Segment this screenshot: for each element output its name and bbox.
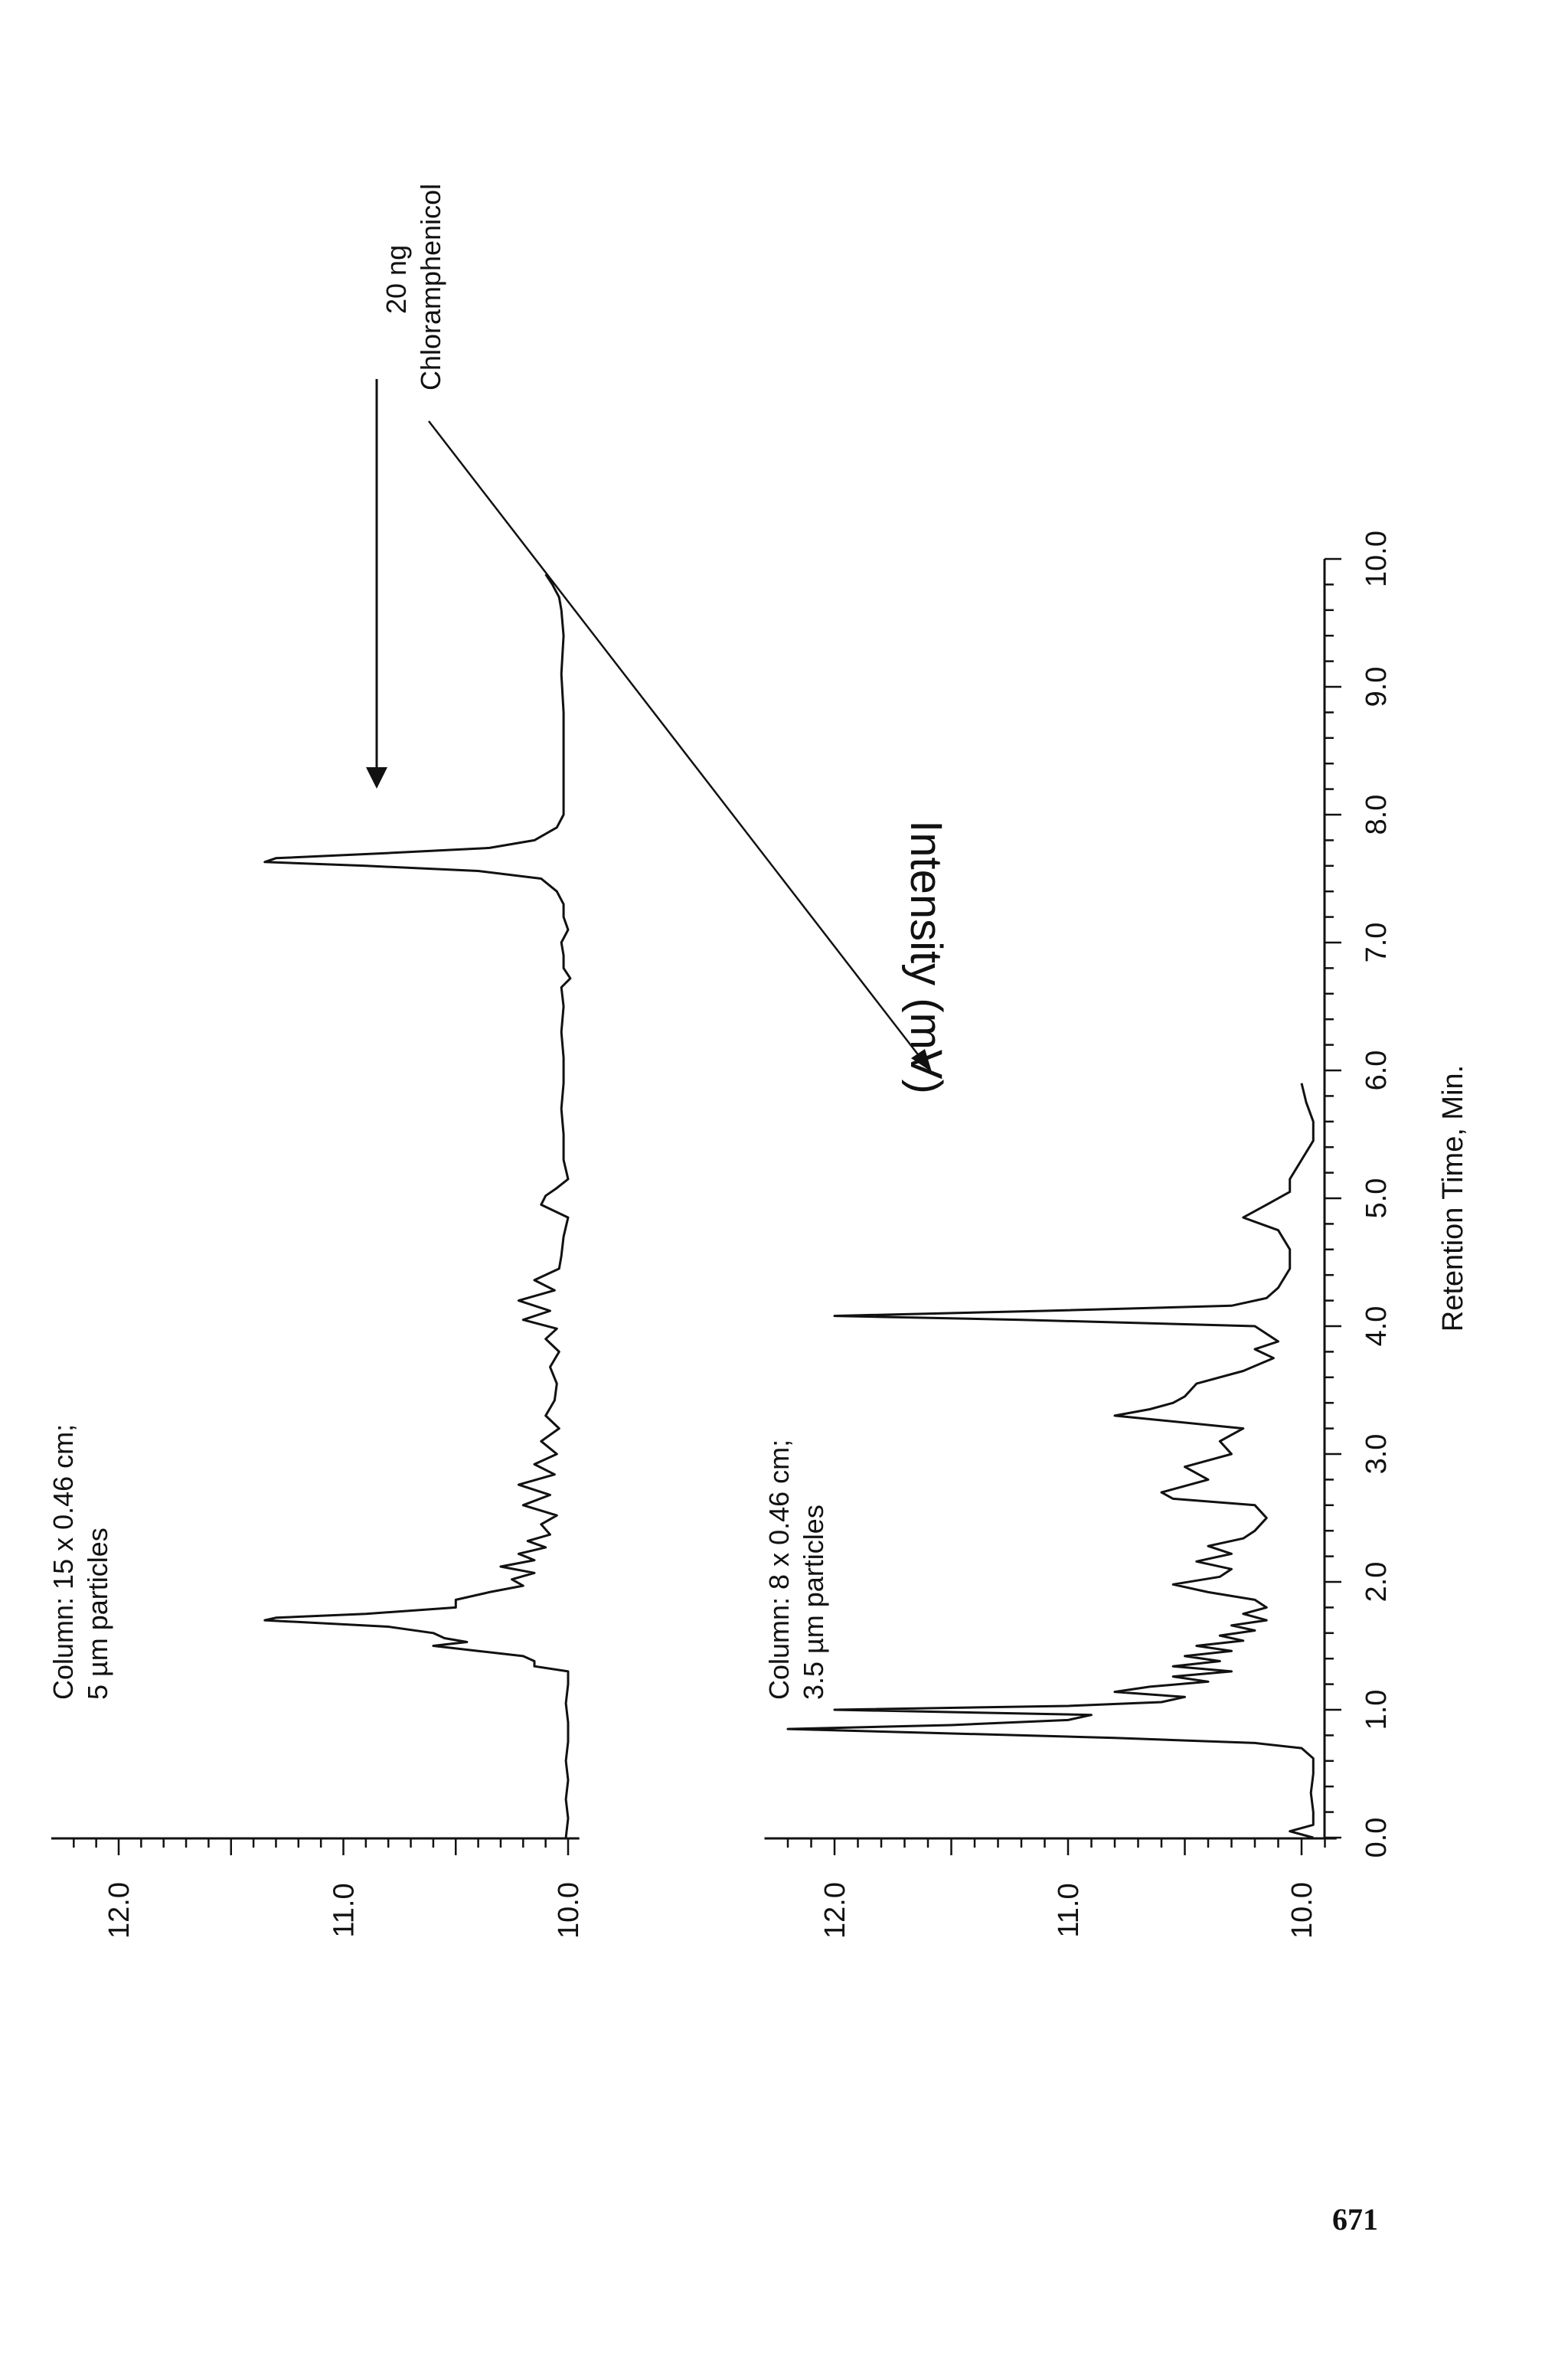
lower-panel-label-line-2: 3.5 µm particles: [798, 1505, 829, 1700]
lower-panel-label-line-1: Column: 8 x 0.46 cm;: [763, 1439, 795, 1700]
text-layer: Retention Time, Min. Intensity (mV) Colu…: [47, 184, 1469, 1700]
annotation-amount: 20 ng: [381, 245, 412, 314]
axes-layer: 10.0 11.0 12.0 10.0 11.0 12.0 0.0 1.0 2.0 3.0 4.0 5…: [51, 379, 1393, 1939]
x-tick-label: 6.0: [1361, 1051, 1393, 1091]
x-tick-label: 4.0: [1361, 1306, 1393, 1347]
y-tick-label-panel-2: 10.0: [1286, 1882, 1318, 1939]
x-tick-label: 2.0: [1361, 1562, 1393, 1603]
x-tick-label: 0.0: [1361, 1818, 1393, 1858]
x-tick-label: 7.0: [1361, 923, 1393, 963]
y-tick-label-panel-1: 12.0: [103, 1882, 136, 1939]
x-axis-label: Retention Time, Min.: [1437, 1065, 1469, 1332]
trace-layer: [263, 573, 1315, 1839]
annotation-arrowhead-lower: [911, 1049, 932, 1072]
page-number: 671: [1332, 2202, 1378, 2237]
annotation-arrow-lower: [428, 420, 923, 1061]
x-tick-label: 3.0: [1361, 1434, 1393, 1475]
annotation-arrowhead-upper: [366, 767, 387, 789]
rotated-figure: 10.0 11.0 12.0 10.0 11.0 12.0 0.0 1.0 2.0 3.0 4.0 5…: [47, 184, 1469, 1939]
annotation-compound: Chloramphenicol: [415, 184, 446, 390]
upper-panel-label-line-2: 5 µm particles: [82, 1528, 113, 1700]
y-axis-label: Intensity (mV): [901, 820, 951, 1094]
x-tick-label: 5.0: [1361, 1178, 1393, 1219]
x-tick-label: 8.0: [1361, 795, 1393, 835]
y-tick-label-panel-1: 11.0: [328, 1883, 361, 1937]
x-tick-label: 10.0: [1361, 531, 1393, 587]
y-tick-label-panel-1: 10.0: [553, 1882, 585, 1939]
x-tick-label: 1.0: [1361, 1690, 1393, 1730]
chromatogram-trace-panel-1: [263, 573, 572, 1838]
y-tick-label-panel-2: 12.0: [819, 1882, 851, 1939]
chromatogram-trace-panel-2: [786, 1083, 1315, 1839]
x-tick-label: 9.0: [1361, 667, 1393, 707]
upper-panel-label-line-1: Column: 15 x 0.46 cm;: [47, 1424, 79, 1700]
y-tick-label-panel-2: 11.0: [1053, 1883, 1085, 1937]
